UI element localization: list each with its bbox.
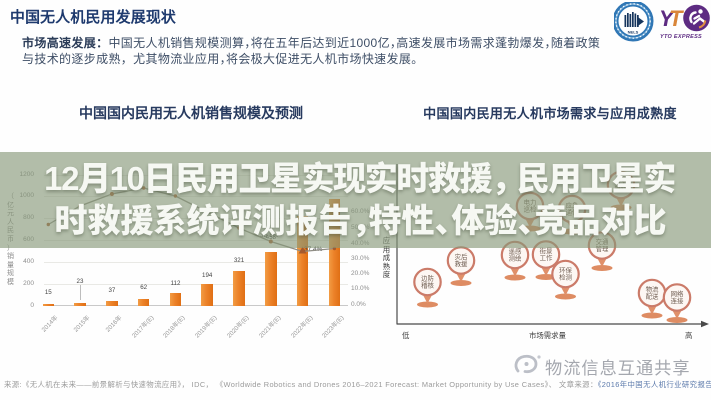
svg-text:连接: 连接 [671,296,684,305]
svg-text:物流: 物流 [646,285,659,294]
svg-text:YTO EXPRESS: YTO EXPRESS [660,34,702,40]
svg-text:Y: Y [659,6,676,31]
svg-text:环保: 环保 [559,266,572,275]
svg-text:稽核: 稽核 [421,281,434,290]
svg-text:边防: 边防 [421,274,434,283]
svg-text:工作: 工作 [540,253,553,262]
svg-text:配送: 配送 [646,292,659,301]
svg-text:测绘: 测绘 [509,254,522,263]
svg-text:T: T [669,6,684,31]
svg-text:街景: 街景 [540,246,553,255]
svg-text:灾后: 灾后 [455,252,468,261]
svg-text:管理: 管理 [596,244,609,253]
svg-text:救援: 救援 [455,259,468,268]
svg-text:遥感: 遥感 [509,247,522,256]
svg-text:检测: 检测 [559,273,572,282]
svg-text:NELS: NELS [628,30,639,35]
svg-text:网络: 网络 [671,289,684,298]
